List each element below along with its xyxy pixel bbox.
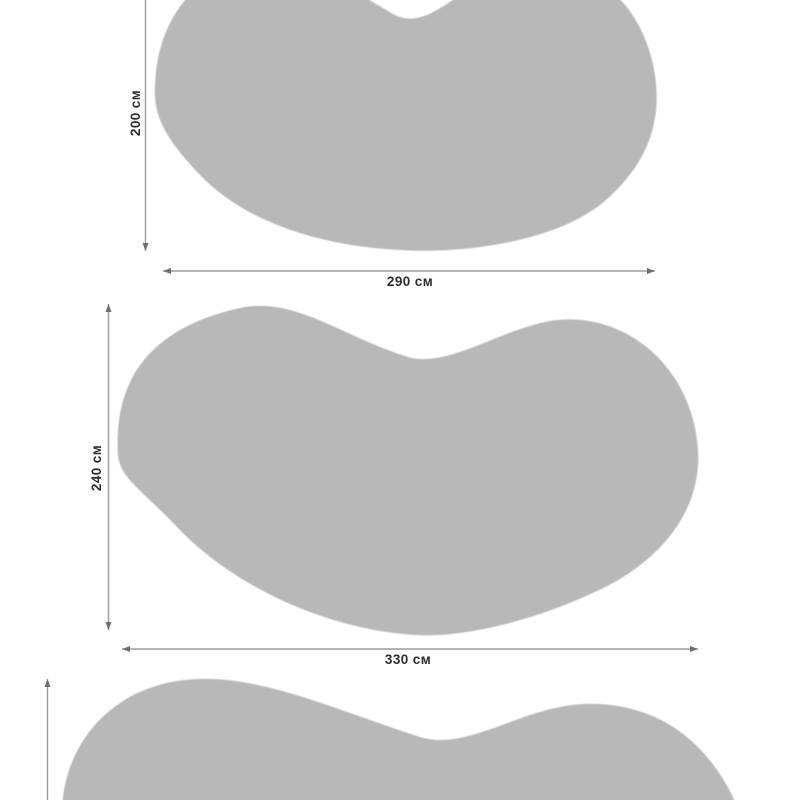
rug-small-shape — [154, 0, 657, 251]
rug-medium-shape — [117, 305, 699, 636]
rug-medium-width-label: 330 см — [385, 652, 431, 667]
rug-small-group: 200 см 290 см — [128, 0, 657, 289]
rug-medium-height-label: 240 см — [89, 445, 104, 491]
rug-large-group — [44, 678, 735, 800]
rug-small-height-label: 200 см — [128, 90, 143, 136]
rug-large-shape — [62, 678, 735, 800]
rug-small-width-label: 290 см — [387, 274, 433, 289]
rug-medium-group: 240 см 330 см — [89, 304, 699, 667]
